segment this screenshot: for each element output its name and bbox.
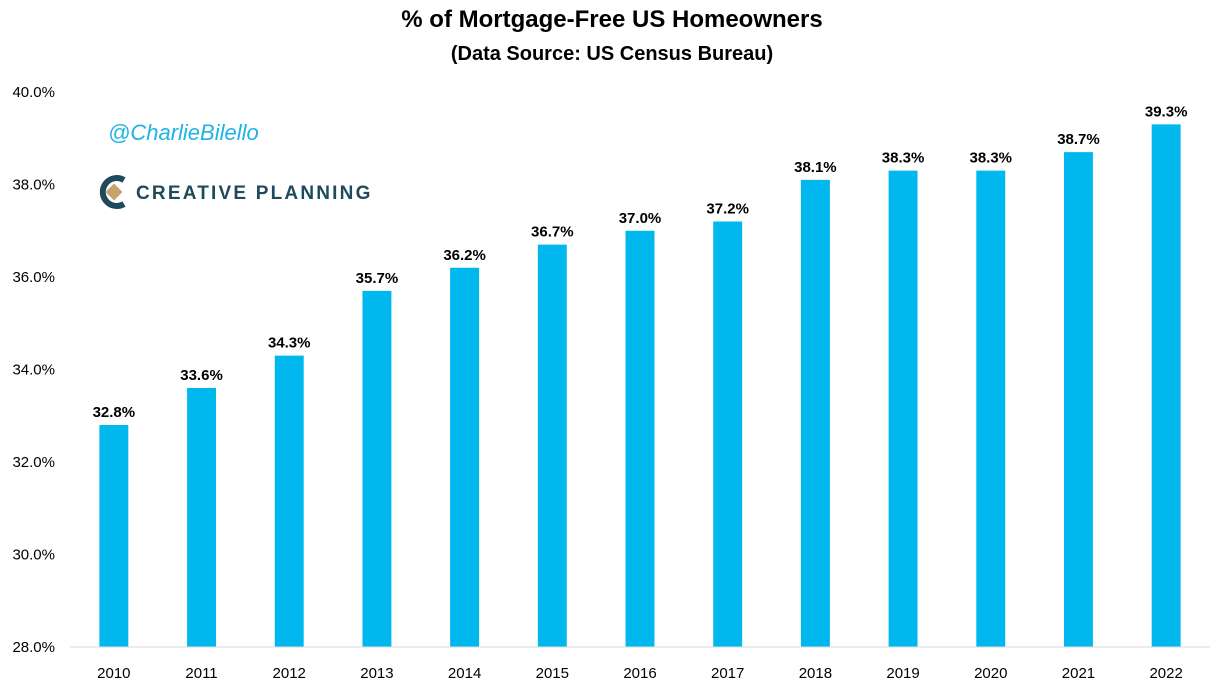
y-tick-label: 32.0%	[12, 454, 55, 471]
x-tick-label: 2016	[623, 665, 656, 682]
x-tick-label: 2010	[97, 665, 130, 682]
x-tick-label: 2015	[536, 665, 569, 682]
data-label: 36.7%	[531, 224, 574, 241]
x-tick-label: 2011	[185, 665, 217, 682]
brand-name: CREATIVE PLANNING	[136, 183, 373, 204]
data-label: 34.3%	[268, 335, 311, 352]
data-label: 38.3%	[882, 150, 925, 167]
x-tick-label: 2022	[1149, 665, 1182, 682]
x-axis: 2010 2011 2012 2013 2014 2015 2016 2017 2018 2019…	[70, 646, 1210, 682]
bar-2020	[976, 170, 1006, 647]
bar-2018	[800, 179, 830, 647]
y-tick-label: 28.0%	[12, 639, 55, 656]
bar-series: 32.8% 33.6% 34.3% 35.7% 36.2% 36.7% 37.0% 37.2%…	[93, 103, 1188, 647]
y-tick-label: 38.0%	[12, 177, 55, 194]
data-label: 38.1%	[794, 159, 837, 176]
y-tick-label: 36.0%	[12, 269, 55, 286]
x-tick-label: 2020	[974, 665, 1007, 682]
bar-2019	[888, 170, 918, 647]
data-label: 37.2%	[706, 201, 749, 218]
x-tick-label: 2012	[273, 665, 306, 682]
data-label: 38.3%	[969, 150, 1012, 167]
bar-2021	[1063, 152, 1093, 647]
chart-subtitle: (Data Source: US Census Bureau)	[451, 43, 773, 65]
twitter-handle: @CharlieBilello	[108, 120, 259, 145]
y-axis: 28.0% 30.0% 32.0% 34.0% 36.0% 38.0% 40.0%	[12, 84, 55, 656]
x-tick-label: 2019	[886, 665, 919, 682]
data-label: 35.7%	[356, 270, 399, 287]
creative-planning-logo-icon	[99, 175, 126, 209]
y-tick-label: 40.0%	[12, 84, 55, 101]
bar-2022	[1151, 124, 1181, 647]
chart-title: % of Mortgage-Free US Homeowners	[401, 6, 822, 33]
y-tick-label: 34.0%	[12, 362, 55, 379]
data-label: 32.8%	[93, 404, 136, 421]
bar-2011	[187, 388, 217, 647]
x-tick-label: 2021	[1062, 665, 1095, 682]
bar-2014	[450, 267, 480, 647]
data-label: 33.6%	[180, 367, 223, 384]
bar-2016	[625, 230, 655, 647]
data-label: 37.0%	[619, 210, 662, 227]
bar-2017	[713, 221, 743, 647]
bar-2013	[362, 290, 392, 647]
x-tick-label: 2017	[711, 665, 744, 682]
y-tick-label: 30.0%	[12, 547, 55, 564]
bar-2015	[537, 244, 567, 647]
data-label: 38.7%	[1057, 131, 1100, 148]
data-label: 39.3%	[1145, 103, 1188, 120]
data-label: 36.2%	[443, 247, 486, 264]
bar-2012	[274, 355, 304, 647]
watermark: @CharlieBilello CREATIVE PLANNING	[99, 120, 373, 209]
x-tick-label: 2014	[448, 665, 481, 682]
bar-2010	[99, 425, 129, 647]
x-tick-label: 2018	[799, 665, 832, 682]
x-tick-label: 2013	[360, 665, 393, 682]
